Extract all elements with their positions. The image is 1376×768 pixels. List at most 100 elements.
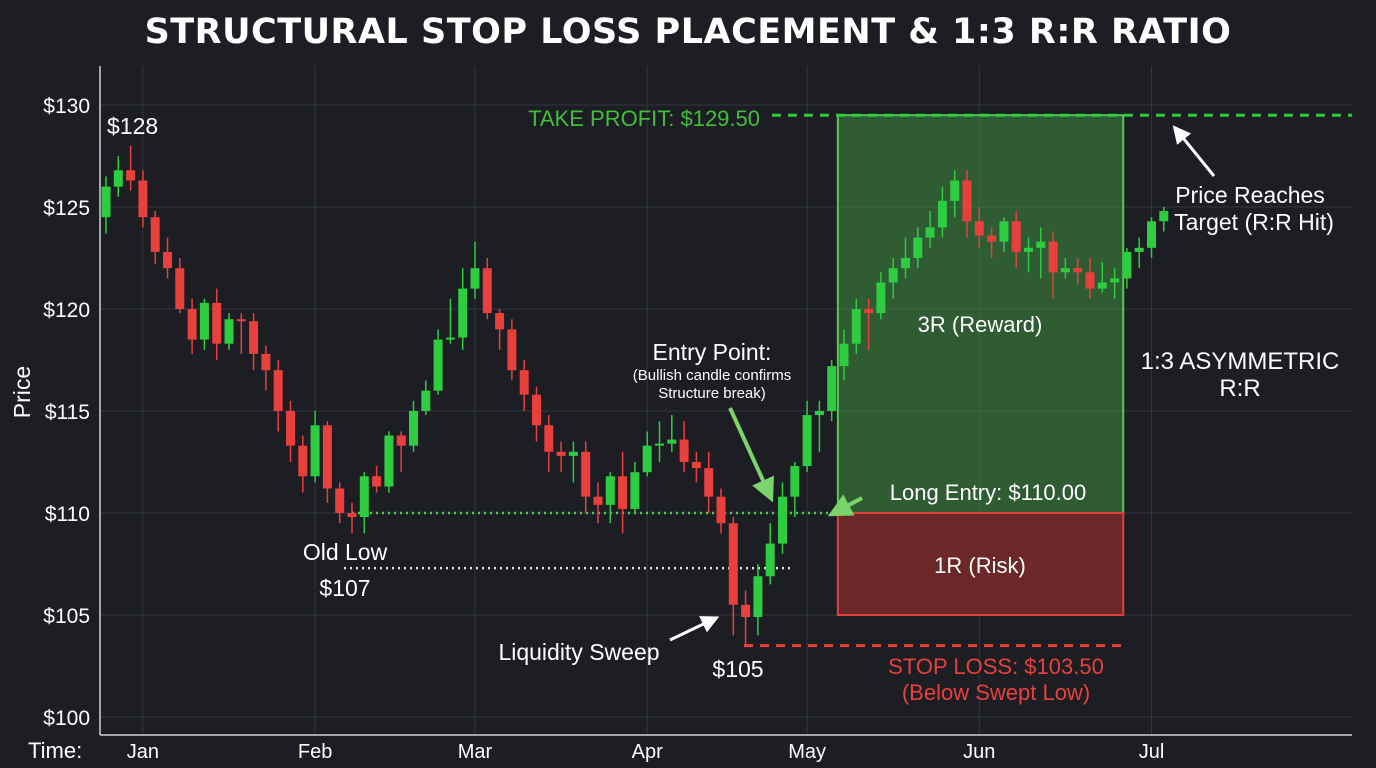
bull-candle xyxy=(802,415,812,467)
x-tick-label: Jan xyxy=(127,741,159,763)
x-tick-label: Mar xyxy=(458,741,493,763)
bull-candle xyxy=(630,472,640,509)
bull-candle xyxy=(113,170,123,187)
bull-candle xyxy=(937,200,947,228)
y-tick-label: $110 xyxy=(45,503,90,526)
entry-point-arrow xyxy=(728,407,774,503)
bear-candle xyxy=(495,313,505,330)
bull-candle xyxy=(913,237,923,258)
bull-candle xyxy=(1024,247,1033,252)
bull-candle xyxy=(765,543,775,577)
y-tick-label: $130 xyxy=(43,95,90,118)
bear-candle xyxy=(691,462,701,469)
bull-candle xyxy=(310,425,320,477)
bear-candle xyxy=(273,370,283,411)
chart-title: STRUCTURAL STOP LOSS PLACEMENT & 1:3 R:R… xyxy=(144,12,1232,52)
bull-candle xyxy=(1060,268,1070,273)
entry-point-title: Entry Point: xyxy=(653,339,772,365)
bear-candle xyxy=(236,319,246,322)
bear-candle xyxy=(1073,268,1083,273)
y-axis-label: Price xyxy=(9,366,35,418)
long-entry-arrow xyxy=(827,494,863,517)
x-tick-label: Jun xyxy=(963,741,995,763)
bear-candle xyxy=(335,488,345,513)
bull-candle xyxy=(445,337,455,340)
y-tick-label: $105 xyxy=(43,605,90,628)
bear-candle xyxy=(1048,241,1058,273)
bull-candle xyxy=(1122,251,1132,279)
liquidity-sweep-arrow xyxy=(669,616,720,642)
x-axis-prefix: Time: xyxy=(28,738,82,763)
old-low-price: $107 xyxy=(319,575,370,601)
bear-candle xyxy=(864,309,874,314)
liquidity-sweep-label: Liquidity Sweep xyxy=(498,639,659,665)
bear-candle xyxy=(581,451,591,497)
bull-candle xyxy=(224,319,234,344)
bear-candle xyxy=(150,217,160,252)
bear-candle xyxy=(962,180,972,222)
bull-candle xyxy=(470,268,480,289)
bear-candle xyxy=(212,302,222,344)
bull-candle xyxy=(605,476,615,505)
bear-candle xyxy=(987,235,997,242)
bull-candle xyxy=(876,282,886,314)
bear-candle xyxy=(322,425,332,489)
entry-point-subtitle-1: (Bullish candle confirms xyxy=(633,367,791,384)
bear-candle xyxy=(618,476,628,509)
bull-candle xyxy=(1147,221,1156,248)
target-label-line1: Price Reaches xyxy=(1175,182,1325,208)
bull-candle xyxy=(359,476,369,518)
x-tick-label: May xyxy=(788,741,826,763)
bear-candle xyxy=(126,170,136,181)
bear-candle xyxy=(716,496,726,524)
bear-candle xyxy=(728,523,738,605)
bull-candle xyxy=(433,339,443,391)
bear-candle xyxy=(519,370,529,395)
bear-candle xyxy=(741,604,751,618)
bull-candle xyxy=(655,443,664,446)
target-label-line2: Target (R:R Hit) xyxy=(1174,209,1334,235)
risk-zone xyxy=(836,512,1125,616)
y-tick-label: $120 xyxy=(43,299,90,322)
bull-candle xyxy=(409,411,418,446)
bull-candle xyxy=(851,309,861,344)
bull-candle xyxy=(642,445,652,473)
bull-candle xyxy=(888,268,898,283)
stop-loss-label: STOP LOSS: $103.50 xyxy=(888,654,1104,679)
bear-candle xyxy=(347,513,357,518)
bear-candle xyxy=(1011,221,1021,252)
bull-candle xyxy=(458,288,468,338)
bull-candle xyxy=(814,411,824,416)
bear-candle xyxy=(532,394,541,426)
entry-point-subtitle-2: Structure break) xyxy=(658,385,766,402)
bull-candle xyxy=(999,221,1009,242)
bull-candle xyxy=(1134,247,1144,252)
sweep-low-price: $105 xyxy=(712,656,763,682)
x-tick-label: Feb xyxy=(298,741,332,763)
bull-candle xyxy=(667,439,677,444)
candles xyxy=(101,145,1169,646)
bull-candle xyxy=(1036,241,1046,248)
bull-candle xyxy=(827,366,837,411)
bear-candle xyxy=(593,496,603,505)
bull-candle xyxy=(901,258,910,269)
bear-candle xyxy=(187,309,197,340)
reward-label: 3R (Reward) xyxy=(918,312,1043,337)
x-tick-label: Jul xyxy=(1139,741,1165,763)
bull-candle xyxy=(199,302,209,340)
high-price-label: $128 xyxy=(107,113,158,139)
bear-candle xyxy=(175,268,185,309)
bull-candle xyxy=(1110,278,1120,283)
old-low-label: Old Low xyxy=(303,539,388,565)
stop-loss-note: (Below Swept Low) xyxy=(902,680,1090,705)
bear-candle xyxy=(974,221,984,236)
y-tick-label: $115 xyxy=(45,401,90,424)
bear-candle xyxy=(556,451,566,456)
bull-candle xyxy=(753,576,763,618)
bear-candle xyxy=(298,445,308,477)
bear-candle xyxy=(396,435,406,446)
bull-candle xyxy=(1097,282,1107,289)
bear-candle xyxy=(163,251,172,269)
bear-candle xyxy=(249,321,259,354)
